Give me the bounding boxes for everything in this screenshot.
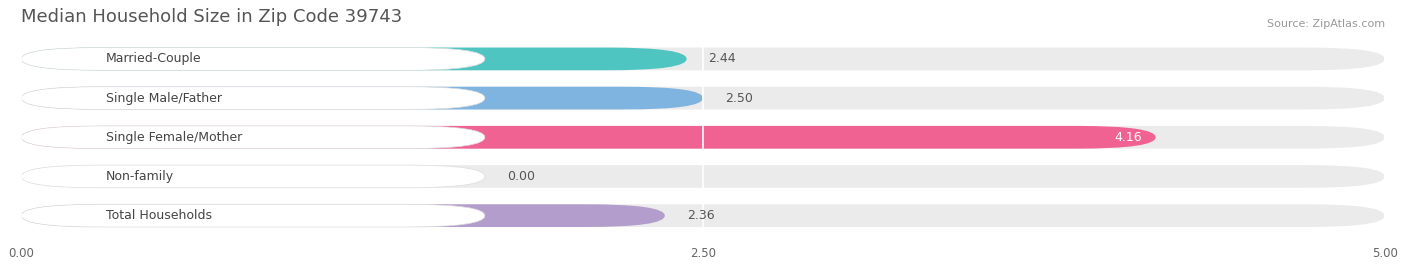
FancyBboxPatch shape: [21, 126, 485, 149]
FancyBboxPatch shape: [21, 204, 665, 227]
FancyBboxPatch shape: [21, 165, 485, 188]
FancyBboxPatch shape: [21, 47, 686, 70]
Text: 2.50: 2.50: [725, 92, 752, 105]
Text: Median Household Size in Zip Code 39743: Median Household Size in Zip Code 39743: [21, 8, 402, 26]
Text: 2.36: 2.36: [686, 209, 714, 222]
FancyBboxPatch shape: [21, 87, 703, 109]
FancyBboxPatch shape: [21, 204, 1385, 227]
Text: Total Households: Total Households: [105, 209, 212, 222]
Text: Non-family: Non-family: [105, 170, 174, 183]
FancyBboxPatch shape: [21, 87, 485, 109]
Text: Single Male/Father: Single Male/Father: [105, 92, 222, 105]
FancyBboxPatch shape: [21, 165, 1385, 188]
Text: Single Female/Mother: Single Female/Mother: [105, 131, 242, 144]
Text: Source: ZipAtlas.com: Source: ZipAtlas.com: [1267, 19, 1385, 29]
FancyBboxPatch shape: [21, 126, 1385, 149]
FancyBboxPatch shape: [21, 47, 1385, 70]
FancyBboxPatch shape: [21, 47, 485, 70]
FancyBboxPatch shape: [21, 87, 1385, 109]
Text: Married-Couple: Married-Couple: [105, 53, 201, 65]
Text: 2.44: 2.44: [709, 53, 737, 65]
Text: 0.00: 0.00: [506, 170, 534, 183]
FancyBboxPatch shape: [21, 204, 485, 227]
Text: 4.16: 4.16: [1115, 131, 1142, 144]
FancyBboxPatch shape: [21, 126, 1156, 149]
